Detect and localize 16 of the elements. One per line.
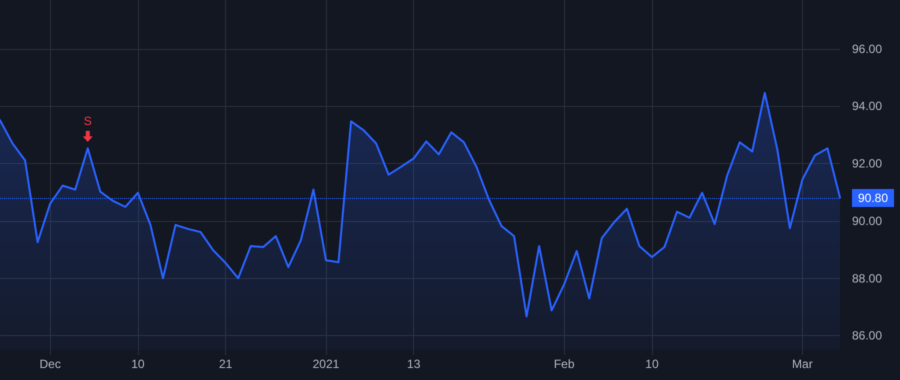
- x-tick-label: 10: [645, 357, 659, 371]
- annotation: S: [84, 114, 92, 128]
- x-tick-label: Dec: [39, 357, 61, 371]
- x-tick-label: Feb: [554, 357, 575, 371]
- x-tick-label: 21: [218, 357, 233, 371]
- x-tick-label: Mar: [792, 357, 813, 371]
- ref-line-label: 90.80: [858, 190, 888, 205]
- y-tick-label: 92.00: [852, 156, 882, 171]
- y-tick-label: 86.00: [852, 328, 882, 343]
- x-tick-label: 13: [407, 357, 421, 371]
- x-tick-label: 2021: [312, 357, 340, 371]
- y-tick-label: 90.00: [852, 214, 882, 228]
- y-tick-label: 88.00: [852, 271, 882, 286]
- x-tick-label: 10: [131, 357, 145, 371]
- y-tick-label: 96.00: [852, 42, 882, 56]
- y-tick-label: 94.00: [852, 99, 882, 114]
